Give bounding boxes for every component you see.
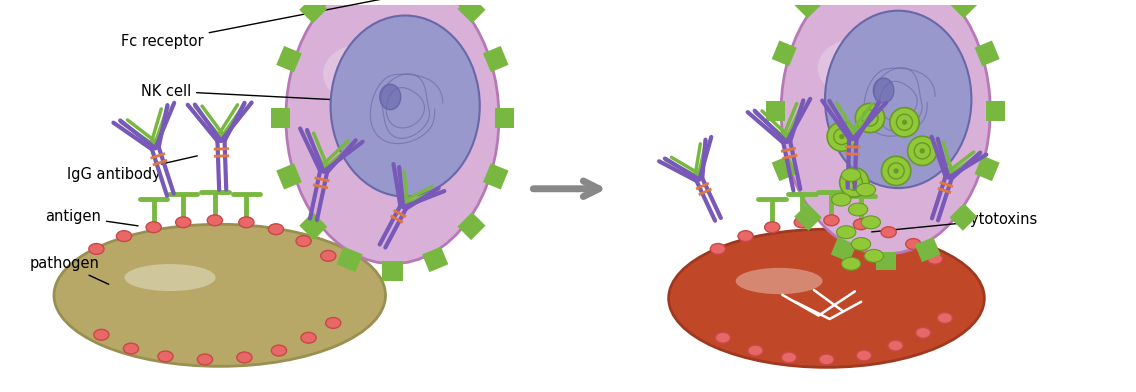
Ellipse shape: [818, 39, 891, 96]
Circle shape: [882, 156, 911, 185]
Ellipse shape: [937, 312, 952, 323]
Ellipse shape: [861, 216, 880, 229]
Bar: [914, 237, 941, 262]
Ellipse shape: [782, 352, 796, 363]
Bar: [458, 212, 485, 240]
Ellipse shape: [286, 0, 499, 264]
Text: antigen: antigen: [45, 209, 139, 226]
Ellipse shape: [236, 352, 252, 363]
Ellipse shape: [94, 329, 109, 340]
Circle shape: [840, 134, 844, 139]
Ellipse shape: [147, 222, 161, 233]
Ellipse shape: [836, 226, 855, 239]
Ellipse shape: [842, 257, 861, 270]
Ellipse shape: [207, 215, 223, 226]
Bar: [876, 252, 895, 270]
Ellipse shape: [296, 236, 311, 247]
Bar: [483, 46, 509, 72]
Bar: [950, 203, 977, 231]
Bar: [950, 0, 977, 18]
Ellipse shape: [125, 264, 216, 291]
Bar: [270, 107, 290, 128]
Ellipse shape: [320, 250, 336, 261]
Ellipse shape: [825, 11, 971, 188]
Bar: [794, 0, 821, 18]
Ellipse shape: [916, 327, 930, 338]
Bar: [483, 163, 509, 189]
Ellipse shape: [736, 268, 822, 294]
Ellipse shape: [765, 222, 779, 233]
Ellipse shape: [842, 169, 861, 181]
Text: Fc receptor: Fc receptor: [122, 0, 385, 49]
Bar: [986, 101, 1005, 121]
Ellipse shape: [272, 345, 286, 356]
Circle shape: [920, 148, 925, 154]
Ellipse shape: [782, 0, 991, 254]
Ellipse shape: [89, 243, 105, 254]
Ellipse shape: [158, 351, 173, 362]
Ellipse shape: [323, 45, 398, 103]
Ellipse shape: [882, 227, 896, 238]
Circle shape: [827, 122, 857, 151]
Bar: [767, 101, 785, 121]
Bar: [975, 156, 1000, 181]
Ellipse shape: [117, 231, 132, 241]
Text: IgG antibody: IgG antibody: [67, 156, 198, 182]
Ellipse shape: [669, 229, 984, 367]
Ellipse shape: [239, 217, 254, 228]
Ellipse shape: [198, 354, 212, 365]
Ellipse shape: [710, 243, 726, 254]
Ellipse shape: [268, 224, 284, 235]
Bar: [458, 0, 485, 24]
Ellipse shape: [326, 318, 341, 328]
Bar: [830, 237, 857, 262]
Ellipse shape: [832, 193, 851, 206]
Ellipse shape: [857, 183, 876, 196]
Ellipse shape: [176, 217, 191, 228]
Circle shape: [894, 168, 899, 174]
Ellipse shape: [747, 345, 763, 356]
Ellipse shape: [888, 340, 903, 351]
Ellipse shape: [379, 84, 401, 110]
Ellipse shape: [301, 332, 316, 343]
Bar: [299, 212, 327, 240]
Circle shape: [840, 168, 869, 197]
Ellipse shape: [864, 249, 884, 262]
Text: NK cell: NK cell: [141, 83, 342, 100]
Circle shape: [855, 103, 885, 132]
Circle shape: [852, 180, 857, 185]
Ellipse shape: [794, 217, 810, 228]
Ellipse shape: [849, 203, 868, 216]
Ellipse shape: [716, 332, 730, 343]
Ellipse shape: [851, 238, 870, 250]
Ellipse shape: [55, 224, 385, 367]
Ellipse shape: [857, 350, 871, 361]
Ellipse shape: [819, 354, 834, 365]
Bar: [299, 0, 327, 24]
Ellipse shape: [124, 343, 139, 354]
Ellipse shape: [331, 16, 479, 196]
Ellipse shape: [905, 239, 921, 249]
Bar: [276, 46, 302, 72]
Bar: [423, 247, 449, 272]
Ellipse shape: [738, 231, 753, 241]
Circle shape: [868, 115, 872, 121]
Ellipse shape: [853, 219, 869, 230]
Bar: [771, 40, 796, 66]
Bar: [975, 40, 1000, 66]
Ellipse shape: [824, 215, 840, 226]
Text: cytotoxins: cytotoxins: [871, 212, 1038, 232]
Bar: [276, 163, 302, 189]
Circle shape: [889, 108, 919, 137]
Ellipse shape: [874, 78, 894, 103]
Circle shape: [902, 120, 908, 125]
Ellipse shape: [927, 253, 943, 264]
Bar: [382, 261, 402, 281]
Bar: [336, 247, 362, 272]
Bar: [494, 107, 513, 128]
Bar: [771, 156, 796, 181]
Text: pathogen: pathogen: [30, 256, 109, 284]
Bar: [794, 203, 821, 231]
Circle shape: [908, 136, 937, 165]
